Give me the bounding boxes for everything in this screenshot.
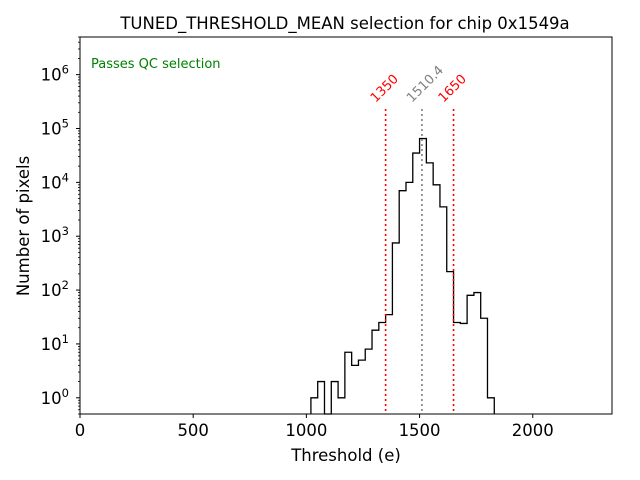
chart-title: TUNED_THRESHOLD_MEAN selection for chip …	[119, 14, 569, 34]
y-tick-exponent: 2	[62, 278, 69, 292]
x-tick-label: 500	[177, 421, 209, 440]
y-tick-exponent: 0	[62, 386, 69, 400]
y-tick-label: 106	[41, 63, 69, 85]
x-tick-label: 1500	[399, 421, 441, 440]
y-tick-base: 10	[41, 389, 62, 408]
x-tick-label: 2000	[512, 421, 554, 440]
y-tick-exponent: 1	[62, 332, 69, 346]
y-tick-base: 10	[41, 120, 62, 139]
x-tick-label: 1000	[285, 421, 327, 440]
y-tick-exponent: 6	[62, 63, 69, 77]
y-tick-label: 105	[41, 117, 69, 139]
qc-annotation: Passes QC selection	[91, 57, 221, 72]
plot-frame	[79, 36, 613, 415]
histogram-outline	[310, 137, 495, 415]
y-tick-label: 101	[41, 332, 69, 354]
x-axis-label: Threshold (e)	[290, 446, 401, 465]
plot-area	[80, 37, 612, 414]
y-tick-label: 100	[41, 386, 69, 408]
y-tick-base: 10	[41, 66, 62, 85]
y-tick-base: 10	[41, 281, 62, 300]
y-axis-label: Number of pixels	[14, 156, 33, 296]
y-tick-exponent: 4	[62, 170, 69, 184]
y-tick-base: 10	[41, 227, 62, 246]
y-tick-base: 10	[41, 335, 62, 354]
y-tick-label: 104	[41, 170, 69, 192]
y-tick-exponent: 5	[62, 117, 69, 131]
x-axis-ticks: 0 500 1000 1500 2000	[75, 414, 554, 440]
y-tick-base: 10	[41, 173, 62, 192]
y-tick-exponent: 3	[62, 224, 69, 238]
y-tick-label: 103	[41, 224, 69, 246]
x-tick-label: 0	[75, 421, 86, 440]
y-tick-label: 102	[41, 278, 69, 300]
